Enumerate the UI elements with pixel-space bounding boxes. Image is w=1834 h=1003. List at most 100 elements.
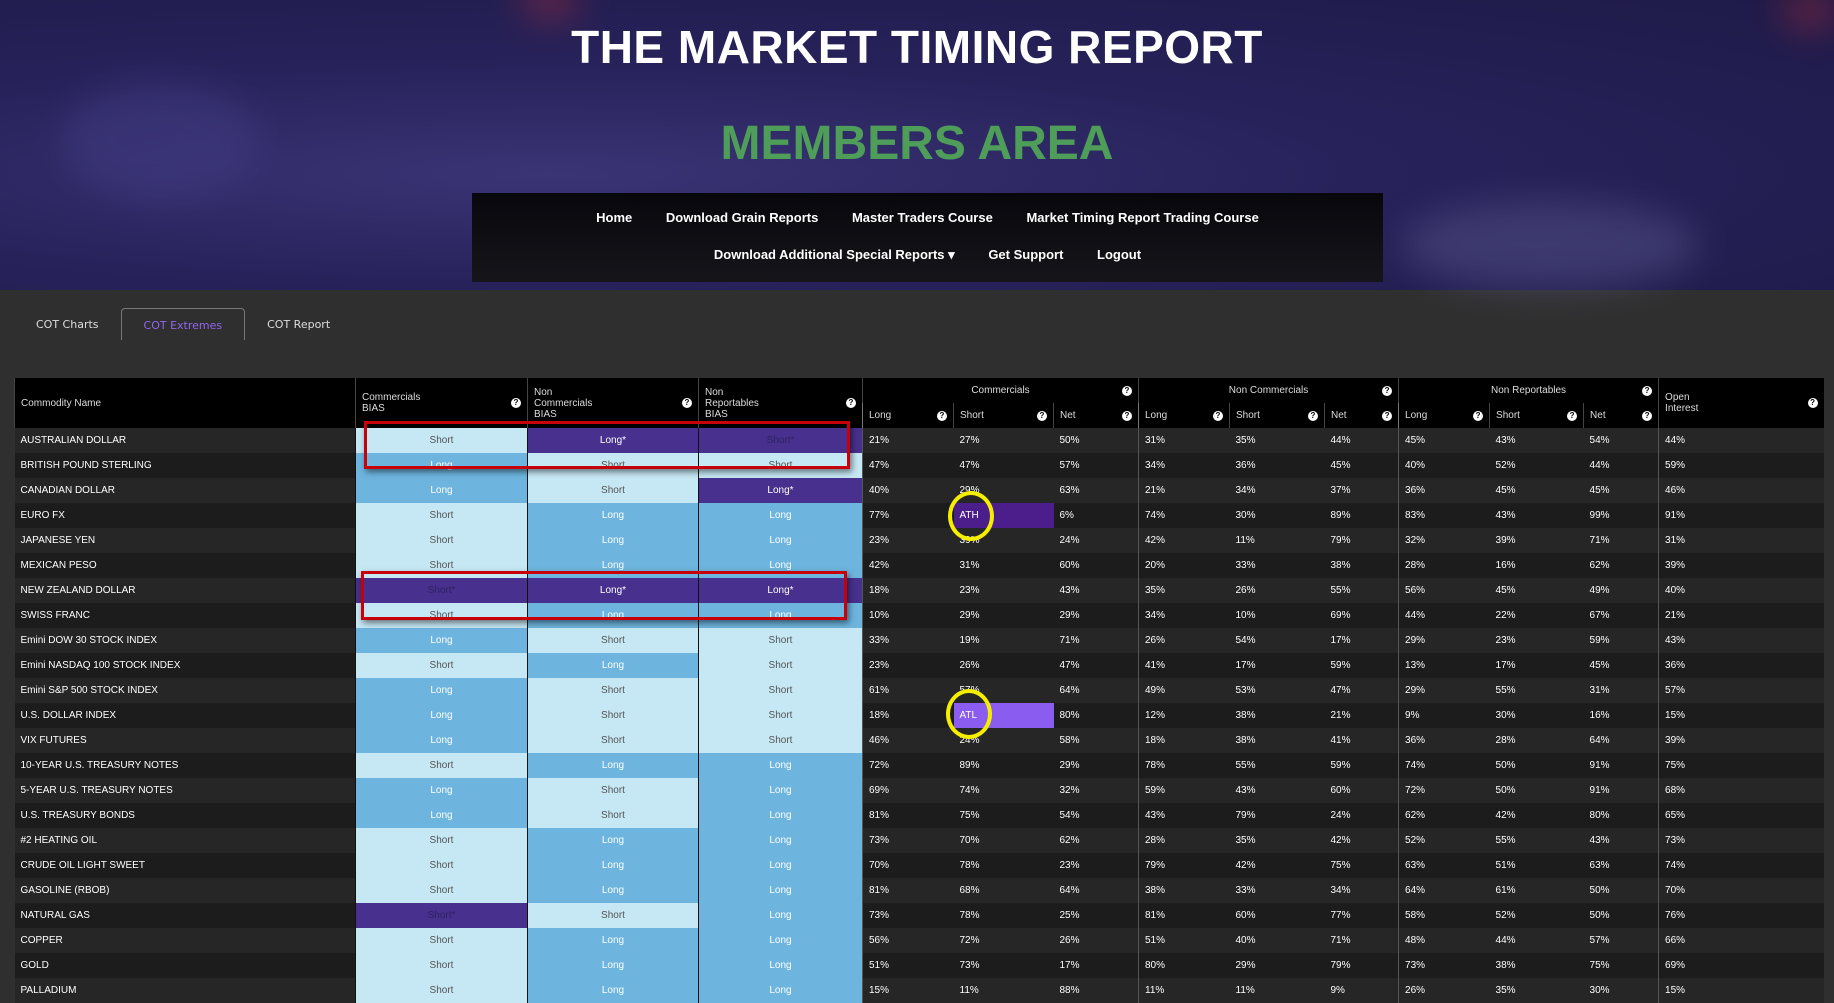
bias-value: Short bbox=[601, 785, 625, 796]
percent-cell: 45% bbox=[1489, 478, 1584, 503]
help-icon[interactable]: ? bbox=[1382, 385, 1393, 396]
nav-special-reports-dropdown[interactable]: Download Additional Special Reports ▾ bbox=[713, 247, 955, 262]
bias-value: Short bbox=[601, 910, 625, 921]
percent-cell: 47% bbox=[1053, 653, 1139, 678]
annotation-yellow-circle bbox=[946, 689, 992, 739]
bias-cell: Long bbox=[698, 828, 863, 853]
percent-cell: 45% bbox=[1324, 453, 1399, 478]
bias-cell: Short bbox=[355, 828, 528, 853]
help-icon[interactable]: ? bbox=[937, 410, 947, 421]
bias-value: Short bbox=[768, 685, 793, 696]
bias-value: Long bbox=[769, 985, 792, 996]
percent-cell: 81% bbox=[862, 803, 954, 828]
percent-cell: 60% bbox=[1324, 778, 1399, 803]
percent-cell: 91% bbox=[1583, 778, 1659, 803]
percent-cell: 79% bbox=[1229, 803, 1325, 828]
percent-cell: 23% bbox=[1053, 853, 1139, 878]
bias-value: Short bbox=[768, 735, 793, 746]
table-row: Emini S&P 500 STOCK INDEX Long Short Short 6… bbox=[14, 678, 1824, 703]
tab-cot-charts[interactable]: COT Charts bbox=[36, 318, 99, 331]
percent-cell: 43% bbox=[1138, 803, 1230, 828]
help-icon[interactable]: ? bbox=[1642, 410, 1653, 421]
bias-cell: Long bbox=[698, 878, 863, 903]
percent-cell: 36% bbox=[1658, 653, 1824, 678]
percent-cell: 34% bbox=[1138, 453, 1230, 478]
help-icon[interactable]: ? bbox=[1122, 385, 1132, 396]
percent-cell: 43% bbox=[1489, 428, 1584, 453]
nav-market-timing-course[interactable]: Market Timing Report Trading Course bbox=[1026, 210, 1259, 225]
percent-cell: 22% bbox=[1489, 603, 1584, 628]
bias-cell: Short bbox=[527, 778, 699, 803]
help-icon[interactable]: ? bbox=[1382, 410, 1393, 421]
nav-logout[interactable]: Logout bbox=[1097, 247, 1142, 262]
commodity-name: U.S. TREASURY BONDS bbox=[14, 803, 356, 828]
percent-cell: 74% bbox=[953, 778, 1054, 803]
percent-cell: 57% bbox=[1053, 453, 1139, 478]
help-icon[interactable]: ? bbox=[1308, 410, 1318, 421]
bias-cell: Short bbox=[527, 903, 699, 928]
page-title: THE MARKET TIMING REPORT bbox=[571, 21, 1263, 73]
percent-cell: 47% bbox=[953, 453, 1054, 478]
bias-value: Long bbox=[601, 535, 625, 546]
help-icon[interactable]: ? bbox=[1642, 385, 1653, 396]
bias-cell: Short bbox=[355, 753, 528, 778]
bias-cell: Long bbox=[698, 903, 863, 928]
table-row: Emini DOW 30 STOCK INDEX Long Short Short 33… bbox=[14, 628, 1824, 653]
help-icon[interactable]: ? bbox=[1473, 410, 1484, 421]
bias-value: Long bbox=[430, 685, 453, 696]
bias-cell: Short bbox=[698, 653, 863, 678]
header-label: Net bbox=[1060, 410, 1076, 421]
header-label: Non Reportables BIAS bbox=[705, 386, 759, 420]
percent-cell: 43% bbox=[1229, 778, 1325, 803]
nav-master-traders-course[interactable]: Master Traders Course bbox=[851, 210, 993, 225]
percent-cell: 43% bbox=[1583, 828, 1659, 853]
percent-cell: 29% bbox=[953, 603, 1054, 628]
percent-cell: 89% bbox=[1324, 503, 1399, 528]
percent-cell: 80% bbox=[1053, 703, 1139, 728]
help-icon[interactable]: ? bbox=[1122, 410, 1132, 421]
percent-cell: 10% bbox=[862, 603, 954, 628]
percent-cell: 38% bbox=[1229, 703, 1325, 728]
help-icon[interactable]: ? bbox=[682, 398, 692, 408]
nav-download-grain-reports[interactable]: Download Grain Reports bbox=[665, 210, 819, 225]
bias-cell: Short bbox=[698, 728, 863, 753]
bias-cell: Long bbox=[527, 928, 699, 953]
header-short: Short? bbox=[1489, 403, 1584, 428]
percent-cell: 83% bbox=[1398, 503, 1490, 528]
help-icon[interactable]: ? bbox=[1037, 410, 1047, 421]
bias-cell: Long* bbox=[698, 478, 863, 503]
percent-cell: 29% bbox=[1053, 603, 1139, 628]
percent-cell: 24% bbox=[1053, 528, 1139, 553]
tab-cot-extremes[interactable]: COT Extremes bbox=[120, 308, 246, 340]
help-icon[interactable]: ? bbox=[1213, 410, 1223, 421]
percent-cell: 70% bbox=[862, 853, 954, 878]
help-icon[interactable]: ? bbox=[1807, 398, 1818, 408]
help-icon[interactable]: ? bbox=[511, 398, 521, 408]
bias-cell: Short bbox=[527, 703, 699, 728]
bias-cell: Long bbox=[698, 953, 863, 978]
commodity-name: JAPANESE YEN bbox=[14, 528, 356, 553]
bias-value: Long bbox=[601, 510, 625, 521]
header-nonreportables: Non Reportables? bbox=[1398, 378, 1659, 403]
bias-cell: Long bbox=[527, 828, 699, 853]
annotation-red-box bbox=[364, 421, 850, 469]
percent-cell: 45% bbox=[1398, 428, 1490, 453]
help-icon[interactable]: ? bbox=[846, 398, 856, 408]
nav-get-support[interactable]: Get Support bbox=[988, 247, 1064, 262]
bias-cell: Short bbox=[355, 853, 528, 878]
header-net: Net? bbox=[1583, 403, 1659, 428]
tab-cot-report[interactable]: COT Report bbox=[267, 318, 331, 331]
percent-cell: 11% bbox=[1229, 528, 1325, 553]
help-icon[interactable]: ? bbox=[1567, 410, 1578, 421]
percent-cell: 77% bbox=[862, 503, 954, 528]
bias-cell: Long bbox=[355, 778, 528, 803]
bias-value: Long bbox=[769, 510, 792, 521]
bias-cell: Long bbox=[355, 728, 528, 753]
percent-cell: 54% bbox=[1583, 428, 1659, 453]
nav-home[interactable]: Home bbox=[596, 210, 633, 225]
percent-cell: 68% bbox=[953, 878, 1054, 903]
percent-cell: 56% bbox=[1398, 578, 1490, 603]
percent-cell: 63% bbox=[1583, 853, 1659, 878]
percent-cell: 17% bbox=[1053, 953, 1139, 978]
bias-value: Short bbox=[601, 635, 625, 646]
